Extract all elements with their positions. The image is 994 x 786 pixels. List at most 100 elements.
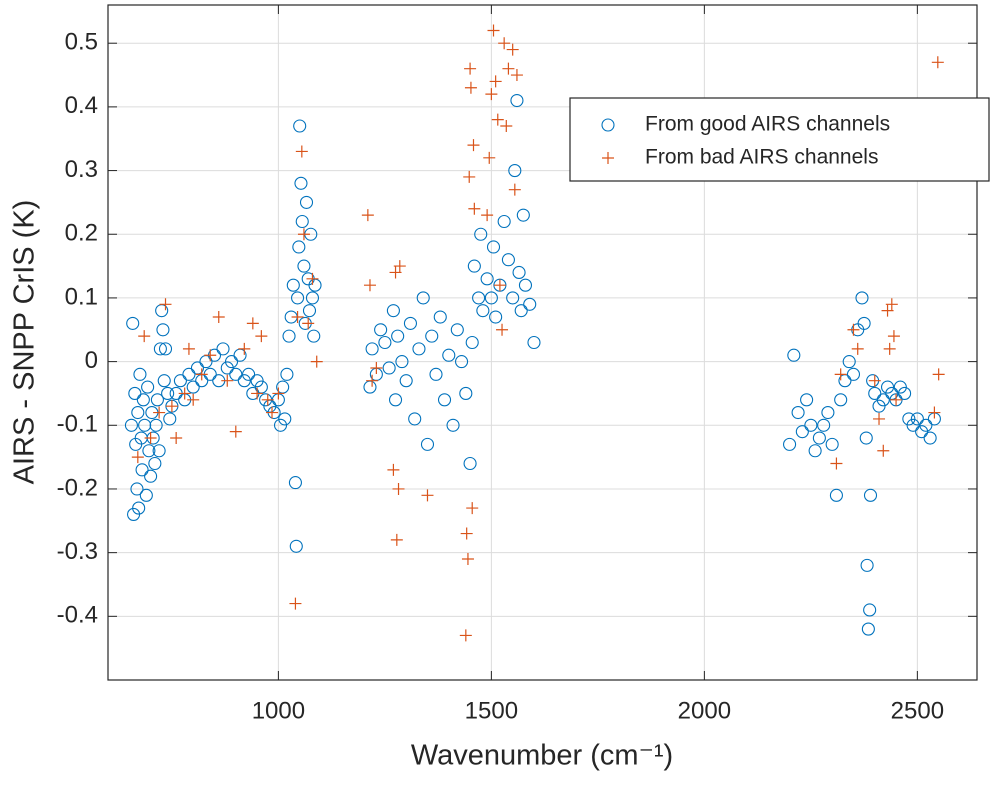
data-point <box>481 209 494 222</box>
legend-marker <box>601 118 615 132</box>
data-point <box>834 368 847 381</box>
y-axis-label: AIRS - SNPP CrIS (K) <box>9 200 41 485</box>
data-point <box>135 463 149 477</box>
x-tick-label: 2000 <box>678 697 731 724</box>
data-point <box>158 342 173 356</box>
data-point <box>885 298 898 311</box>
data-point <box>467 139 480 152</box>
data-point <box>170 432 183 445</box>
data-point <box>399 374 413 388</box>
data-point <box>514 304 528 318</box>
data-point <box>238 342 251 355</box>
data-point <box>416 291 430 305</box>
data-point <box>255 330 268 343</box>
data-point <box>251 387 264 400</box>
data-point <box>395 355 409 369</box>
data-point <box>156 323 170 337</box>
data-point <box>242 367 256 381</box>
data-point <box>508 164 522 178</box>
data-point <box>791 405 805 420</box>
data-point <box>391 329 405 343</box>
legend-label: From bad AIRS channels <box>645 146 878 169</box>
data-point <box>224 355 239 369</box>
data-point <box>216 342 230 356</box>
data-point <box>847 323 860 336</box>
data-point <box>783 437 797 451</box>
data-point <box>491 113 504 126</box>
data-point <box>876 393 890 407</box>
data-point <box>141 380 155 394</box>
data-point <box>857 316 871 330</box>
data-point <box>501 253 515 267</box>
data-point <box>302 304 317 318</box>
data-point <box>868 374 881 387</box>
data-point <box>299 195 314 209</box>
data-point <box>307 329 321 343</box>
data-point <box>496 323 509 336</box>
data-point <box>464 62 477 75</box>
data-point <box>286 278 300 292</box>
data-point <box>421 489 434 502</box>
data-point <box>830 457 843 470</box>
data-point <box>310 355 323 368</box>
data-point <box>881 304 894 317</box>
data-point <box>928 406 941 419</box>
data-point <box>855 291 869 305</box>
data-point <box>173 374 187 388</box>
y-tick-label: 0 <box>85 347 98 374</box>
legend-marker <box>602 152 614 164</box>
data-point <box>442 348 456 362</box>
data-point <box>498 37 511 50</box>
y-tick-label: 0.2 <box>65 220 98 247</box>
y-tick-label: -0.4 <box>57 602 98 629</box>
data-point <box>163 412 177 426</box>
data-point <box>493 279 506 292</box>
data-point <box>489 75 502 88</box>
data-point <box>282 329 296 343</box>
data-point <box>291 291 305 305</box>
data-point <box>460 527 473 540</box>
data-point <box>280 367 294 381</box>
data-point <box>278 412 292 426</box>
y-tick-label: -0.2 <box>57 474 98 501</box>
data-point <box>302 317 315 330</box>
data-point <box>459 629 472 642</box>
data-point <box>433 310 447 324</box>
data-point <box>144 432 157 445</box>
data-point <box>124 418 138 432</box>
data-point <box>165 400 178 413</box>
data-point <box>182 367 196 381</box>
data-point <box>516 208 530 222</box>
data-point <box>883 342 896 355</box>
data-point <box>161 386 175 400</box>
data-point <box>152 444 166 458</box>
data-point <box>437 393 452 407</box>
data-point <box>365 342 379 356</box>
data-point <box>292 240 306 254</box>
data-point <box>425 329 439 343</box>
data-point <box>842 355 856 369</box>
data-point <box>392 482 405 495</box>
data-point <box>382 361 396 375</box>
data-point <box>150 393 164 407</box>
data-point <box>510 69 523 82</box>
data-point <box>288 476 302 490</box>
data-point <box>910 412 924 426</box>
data-point <box>472 291 486 305</box>
data-point <box>212 311 225 324</box>
data-point <box>463 456 477 471</box>
data-point <box>220 361 234 375</box>
data-point <box>923 431 937 445</box>
data-point <box>808 444 822 458</box>
data-point <box>480 272 494 286</box>
data-point <box>829 488 843 502</box>
data-point <box>466 502 479 515</box>
data-point <box>502 62 515 75</box>
data-point <box>795 425 809 439</box>
data-point <box>902 412 916 426</box>
data-point <box>863 603 877 617</box>
data-point <box>429 367 443 381</box>
data-point <box>877 444 890 457</box>
data-point <box>500 119 513 132</box>
data-point <box>484 291 498 305</box>
